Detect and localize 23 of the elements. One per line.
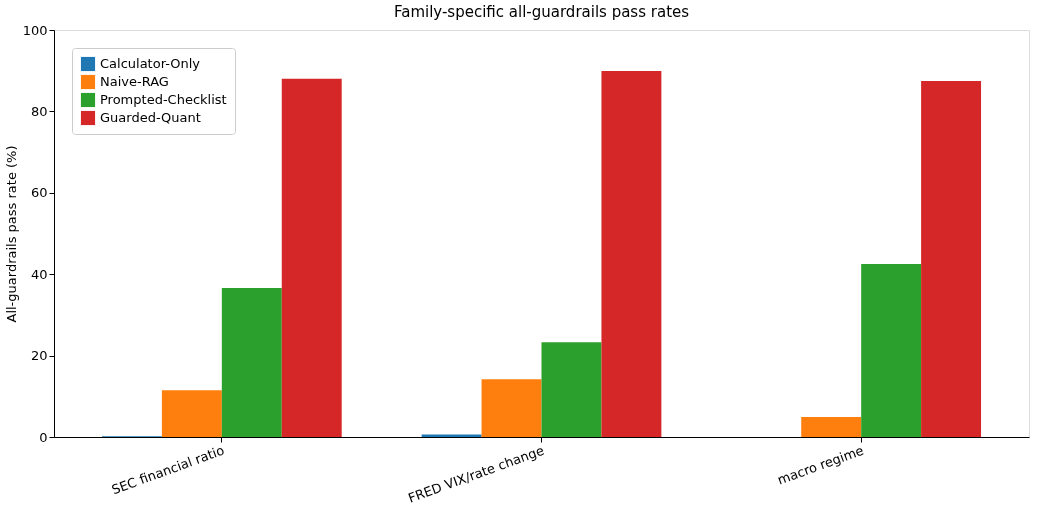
legend-label: Calculator-Only [100,56,201,71]
bar [221,288,282,437]
y-axis-title: All-guardrails pass rate (%) [3,145,19,323]
legend-label: Guarded-Quant [100,110,201,125]
bar [481,379,542,437]
bar [281,78,342,437]
legend-label: Naive-RAG [100,74,169,89]
bar [161,390,222,437]
x-tick-label: FRED VIX/rate change [406,442,546,506]
bar [601,71,662,437]
chart-title: Family-specific all-guardrails pass rates [393,3,690,21]
y-tick-label: 100 [22,22,48,38]
bar [861,264,922,437]
x-tick-label: macro regime [775,442,866,488]
legend-label: Prompted-Checklist [100,92,227,107]
bar [541,342,602,437]
y-tick-label: 20 [30,348,48,364]
y-tick-label: 80 [30,103,48,119]
bar [801,417,862,437]
bar [921,80,982,437]
y-tick-label: 0 [39,429,48,445]
y-tick-label: 40 [30,266,48,282]
y-tick-label: 60 [30,185,48,201]
